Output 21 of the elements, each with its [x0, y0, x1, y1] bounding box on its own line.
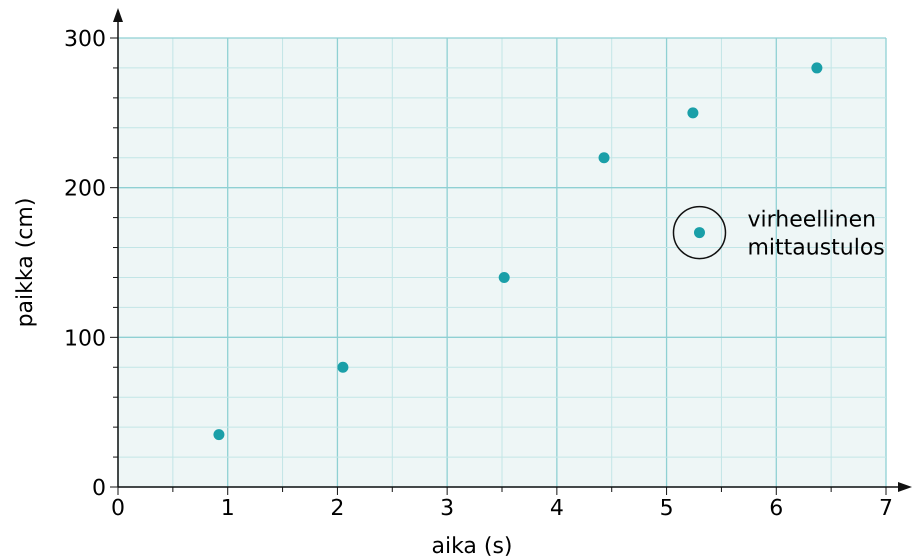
x-axis-title: aika (s) [431, 534, 513, 559]
y-tick-label: 0 [92, 476, 106, 501]
y-tick-label: 300 [64, 27, 106, 52]
x-tick-label: 0 [111, 496, 125, 521]
y-tick-label: 200 [64, 176, 106, 202]
x-tick-label: 1 [220, 496, 235, 521]
point [598, 152, 610, 164]
x-tick-label: 3 [440, 496, 454, 521]
y-tick-label: 100 [64, 326, 106, 352]
point [687, 107, 698, 118]
point [337, 362, 348, 373]
y-axis-title: paikka (cm) [13, 198, 38, 328]
point [498, 272, 510, 283]
point [213, 429, 224, 440]
x-tick-label: 7 [879, 496, 893, 521]
point [811, 62, 822, 74]
x-tick-label: 6 [769, 496, 784, 521]
annotation: virheellinen mittaustulos [747, 208, 885, 261]
x-tick-label: 5 [660, 496, 674, 521]
x-tick-label: 2 [330, 496, 344, 521]
x-tick-label: 4 [550, 496, 564, 521]
